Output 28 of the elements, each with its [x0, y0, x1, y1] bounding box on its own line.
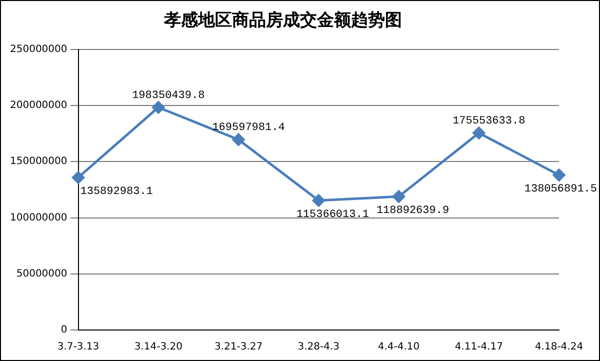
x-tick-label: 4.18-4.24 [534, 342, 584, 353]
x-tick-label: 3.21-3.27 [214, 342, 263, 353]
y-tick-label: 150000000 [10, 156, 68, 168]
point [312, 194, 325, 207]
point [232, 133, 245, 146]
y-tick-label: 0 [60, 324, 68, 336]
y-tick-label: 100000000 [10, 212, 68, 224]
chart-title: 孝感地区商品房成交金额趋势图 [163, 10, 402, 31]
x-tick-label: 4.11-4.17 [454, 342, 503, 353]
point [392, 190, 406, 203]
x-tick-label: 4.4-4.10 [378, 342, 420, 353]
x-tick-label: 3.28-4.3 [298, 342, 340, 353]
point [72, 171, 85, 184]
data-label: 175553633.8 [452, 115, 526, 128]
data-label: 138056891.5 [524, 183, 598, 196]
data-label: 135892983.1 [80, 186, 154, 198]
x-tick-label: 3.14-3.20 [134, 342, 182, 353]
point [552, 168, 566, 182]
y-tick-label: 250000000 [10, 44, 68, 55]
data-label: 118892639.9 [376, 204, 450, 217]
y-tick-label: 50000000 [16, 268, 68, 280]
data-label: 198350439.8 [132, 90, 205, 102]
point [472, 126, 486, 140]
point [152, 101, 165, 114]
x-tick-label: 3.7-3.13 [57, 342, 100, 353]
y-tick-label: 200000000 [10, 100, 68, 112]
data-label: 169597981.4 [212, 122, 286, 134]
data-label: 115366013.1 [296, 208, 370, 221]
